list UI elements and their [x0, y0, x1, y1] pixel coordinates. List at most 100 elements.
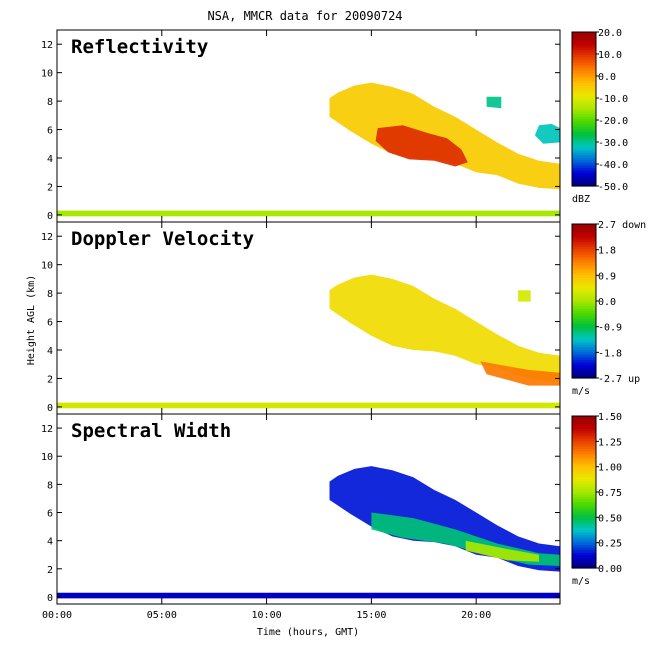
colorbar-segment: [572, 349, 596, 353]
colorbar-segment: [572, 111, 596, 115]
colorbar-segment: [572, 96, 596, 100]
colorbar-frame: [571, 31, 597, 187]
colorbar-segment: [572, 298, 596, 302]
colorbar-segment: [572, 344, 596, 348]
colorbar-segment: [572, 252, 596, 256]
colorbar-segment: [572, 42, 596, 46]
colorbar-segment: [572, 512, 596, 516]
colorbar-segment: [572, 137, 596, 141]
cloud-echo-region: [480, 361, 560, 386]
colorbar-tick-label: 0.75: [598, 488, 622, 499]
x-tick-label: 05:00: [147, 610, 177, 621]
colorbar-segment: [572, 101, 596, 105]
panel-title: Doppler Velocity: [71, 228, 254, 250]
colorbar-segment: [572, 144, 596, 149]
colorbar-segment: [572, 275, 596, 279]
plot-area: [57, 414, 560, 604]
x-axis-label: Time (hours, GMT): [257, 627, 359, 638]
cloud-echo-region: [465, 540, 539, 562]
colorbar-segment: [572, 103, 596, 108]
colorbar-segment: [572, 170, 596, 174]
colorbar-segment: [572, 295, 596, 300]
colorbar-segment: [572, 542, 596, 546]
colorbar-segment: [572, 321, 596, 325]
colorbar-segment: [572, 241, 596, 246]
colorbar-segment: [572, 44, 596, 48]
colorbar-segment: [572, 479, 596, 483]
panel-2: 0 2 4 6 8 10 12 Doppler Velocity 2.7 down 1.8 0.9 0…: [41, 220, 646, 415]
colorbar-segment: [572, 456, 596, 460]
y-tick-label: 0: [47, 593, 53, 604]
colorbar-segment: [572, 499, 596, 503]
y-tick-label: 6: [47, 509, 53, 520]
colorbar-segment: [572, 433, 596, 437]
colorbar-segment: [572, 524, 596, 529]
colorbar-segment: [572, 339, 596, 343]
colorbar-segment: [572, 489, 596, 493]
colorbar-segment: [572, 93, 596, 97]
colorbar-segment: [572, 73, 596, 77]
colorbar-segment: [572, 555, 596, 559]
colorbar-segment: [572, 134, 596, 138]
cloud-echo-region: [375, 125, 468, 167]
colorbar-segment: [572, 283, 596, 287]
x-tick-label: 00:00: [42, 610, 72, 621]
colorbar-tick-label: -20.0: [598, 116, 628, 127]
colorbar-segment: [572, 244, 596, 248]
colorbar-segment: [572, 247, 596, 251]
colorbar-segment: [572, 436, 596, 440]
colorbar-segment: [572, 160, 596, 164]
colorbar-segment: [572, 80, 596, 84]
colorbar-segment: [572, 293, 596, 297]
colorbar-segment: [572, 329, 596, 333]
colorbar-segment: [572, 129, 596, 133]
colorbar-segment: [572, 431, 596, 435]
colorbar-segment: [572, 257, 596, 261]
cloud-echo-region: [518, 290, 531, 302]
colorbar-segment: [572, 75, 596, 79]
colorbar-segment: [572, 562, 596, 567]
colorbar-segment: [572, 527, 596, 531]
colorbar-segment: [572, 180, 596, 185]
x-tick-label: 10:00: [252, 610, 282, 621]
colorbar-tick-label: 0.50: [598, 513, 622, 524]
colorbar-segment: [572, 357, 596, 361]
colorbar-segment: [572, 183, 596, 187]
colorbar-segment: [572, 272, 596, 276]
colorbar-segment: [572, 88, 596, 92]
colorbar-segment: [572, 224, 596, 228]
colorbar-segment: [572, 438, 596, 442]
colorbar-segment: [572, 270, 596, 274]
y-tick-label: 4: [47, 537, 53, 548]
colorbar-segment: [572, 98, 596, 102]
plot-area: [57, 30, 560, 222]
colorbar-segment: [572, 540, 596, 544]
colorbar-segment: [572, 416, 596, 420]
colorbar-segment: [572, 494, 596, 498]
colorbar-segment: [572, 326, 596, 330]
colorbar-tick-label: 0.9: [598, 271, 616, 282]
colorbar-segment: [572, 426, 596, 430]
colorbar-segment: [572, 360, 596, 364]
colorbar-segment: [572, 316, 596, 320]
colorbar-segment: [572, 265, 596, 269]
y-tick-label: 2: [47, 182, 53, 193]
colorbar-segment: [572, 62, 596, 66]
colorbar-segment: [572, 443, 596, 447]
colorbar-segment: [572, 155, 596, 159]
colorbar-segment: [572, 124, 596, 128]
colorbar-segment: [572, 226, 596, 230]
colorbar-tick-label: -10.0: [598, 94, 628, 105]
colorbar-segment: [572, 509, 596, 513]
colorbar-segment: [572, 474, 596, 478]
colorbar-segment: [572, 347, 596, 351]
colorbar-segment: [572, 157, 596, 161]
colorbar-segment: [572, 421, 596, 425]
colorbar-segment: [572, 514, 596, 518]
figure-title: NSA, MMCR data for 20090724: [207, 9, 402, 23]
colorbar-segment: [572, 142, 596, 146]
colorbar-segment: [572, 114, 596, 118]
colorbar-segment: [572, 481, 596, 485]
panel-title: Reflectivity: [71, 36, 208, 58]
colorbar-tick-label: -0.9: [598, 323, 622, 334]
